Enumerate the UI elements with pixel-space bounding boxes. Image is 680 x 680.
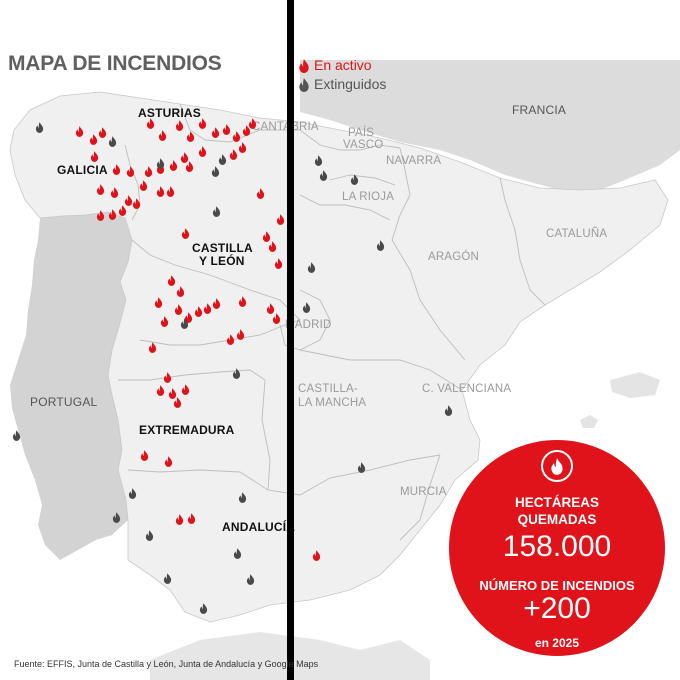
hectares-label-line-2: QUEMADAS — [517, 512, 597, 527]
label-portugal: PORTUGAL — [30, 395, 98, 409]
stats-badge: HECTÁREAS QUEMADAS 158.000 NÚMERO DE INC… — [449, 440, 665, 656]
year-label: en 2025 — [534, 636, 580, 650]
fires-count-value: +200 — [523, 592, 591, 625]
label-castilla-leon-1: CASTILLA — [192, 241, 253, 255]
hectares-value: 158.000 — [502, 530, 612, 563]
fires-count-label: NÚMERO DE INCENDIOS — [479, 578, 635, 593]
label-la-rioja: LA RIOJA — [342, 191, 394, 203]
label-aragon: ARAGÓN — [428, 250, 479, 263]
label-castilla-leon-2: Y LEÓN — [199, 253, 245, 268]
divider-bar — [287, 0, 294, 680]
region-francia — [300, 60, 680, 190]
region-borders — [118, 103, 546, 541]
region-portugal — [10, 212, 132, 560]
hectares-label-line-1: HECTÁREAS — [514, 495, 599, 510]
label-francia: FRANCIA — [512, 103, 566, 117]
legend-active-label: En activo — [314, 57, 372, 73]
stats-icon-ring — [541, 450, 573, 482]
label-andalucia: ANDALUCÍA — [222, 519, 295, 534]
flame-icon — [299, 58, 309, 73]
label-pais-vasco-1: PAÍS — [348, 126, 374, 139]
label-cataluna: CATALUÑA — [546, 227, 607, 240]
label-murcia: MURCIA — [400, 486, 447, 498]
flame-icon — [299, 77, 309, 92]
region-spain — [9, 91, 669, 623]
legend: En activo Extinguidos — [298, 56, 386, 94]
hectares-label: HECTÁREAS QUEMADAS — [449, 494, 665, 528]
label-valenciana: C. VALENCIANA — [422, 383, 511, 395]
legend-extinguished-label: Extinguidos — [314, 76, 387, 92]
label-asturias: ASTURIAS — [138, 106, 201, 120]
label-navarra: NAVARRA — [386, 155, 441, 167]
label-galicia: GALICIA — [57, 163, 108, 177]
label-cantabria: CANTABRIA — [252, 121, 319, 133]
label-extremadura: EXTREMADURA — [139, 423, 235, 437]
label-pais-vasco-2: VASCO — [343, 139, 383, 151]
flame-icon — [551, 457, 563, 475]
label-madrid: MADRID — [285, 319, 332, 331]
label-castilla-mancha-2: LA MANCHA — [298, 397, 366, 409]
region-baleares-2 — [580, 415, 598, 428]
source-note: Fuente: EFFIS, Junta de Castilla y León,… — [14, 659, 319, 669]
region-baleares — [610, 372, 660, 398]
legend-extinguished: Extinguidos — [298, 75, 386, 94]
legend-active: En activo — [298, 56, 386, 75]
map-title: MAPA DE INCENDIOS — [8, 52, 222, 75]
label-castilla-mancha-1: CASTILLA- — [298, 383, 358, 395]
